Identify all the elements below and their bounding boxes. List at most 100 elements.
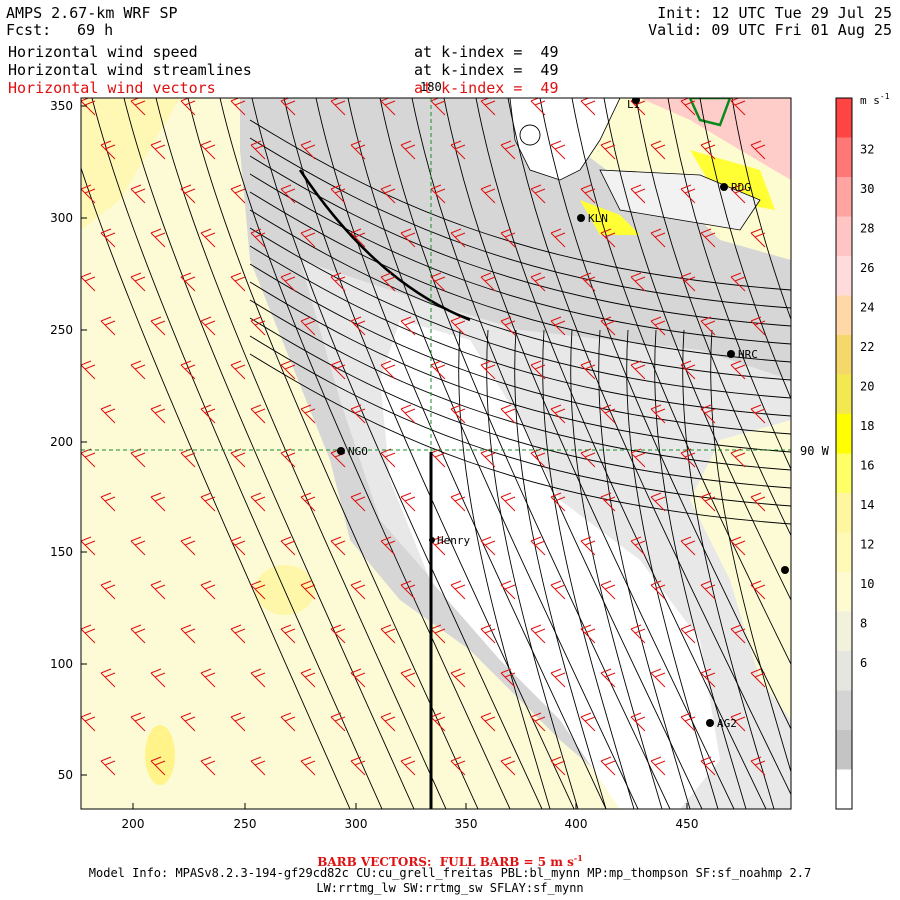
- colorbar-swatch: [836, 295, 852, 336]
- streamline: [731, 98, 791, 321]
- streamline: [249, 155, 791, 327]
- wind-barb: [500, 404, 516, 424]
- wind-barb: [400, 228, 416, 248]
- streamline: [315, 98, 607, 809]
- wind-barb: [730, 360, 746, 380]
- wind-barb: [150, 316, 166, 336]
- wind-barb: [280, 448, 296, 468]
- wind-barb: [730, 624, 746, 644]
- wind-barb: [400, 404, 416, 424]
- wind-barb: [300, 316, 316, 336]
- wind-barb: [750, 668, 766, 688]
- wind-barb: [180, 624, 196, 644]
- wind-barb: [81, 360, 96, 380]
- wind-barb: [680, 272, 696, 292]
- wind-barb: [330, 360, 346, 380]
- streamline-bold: [298, 169, 471, 322]
- wind-barb: [130, 98, 146, 116]
- streamline: [379, 98, 671, 809]
- colorbar-swatch: [836, 493, 852, 533]
- colorbar-swatch: [836, 216, 852, 257]
- wind-barb: [180, 360, 196, 380]
- wind-barb: [350, 580, 366, 600]
- wind-barb: [480, 98, 496, 116]
- wind-barb: [580, 98, 596, 116]
- wind-barb: [230, 448, 246, 468]
- streamline: [667, 98, 791, 471]
- wind-barb: [180, 272, 196, 292]
- wind-barb: [300, 228, 316, 248]
- wind-barb: [650, 668, 666, 688]
- wind-barb: [180, 98, 196, 116]
- wind-barb: [330, 712, 346, 732]
- wind-barb: [480, 184, 496, 204]
- wind-barb: [700, 580, 716, 600]
- streamline: [251, 98, 543, 809]
- wind-barb: [500, 580, 516, 600]
- wind-barb: [500, 140, 516, 160]
- y-axis: 350 300 250 200 150 100 50: [50, 99, 87, 782]
- colorbar-swatch: [836, 256, 852, 296]
- wind-barb: [280, 536, 296, 556]
- wind-barb: [530, 184, 546, 204]
- streamline: [571, 98, 791, 666]
- wind-barb: [530, 98, 546, 116]
- streamline: [486, 329, 579, 809]
- wind-barb: [500, 756, 516, 776]
- colorbar-swatch: [836, 414, 852, 454]
- barb-note: BARB VECTORS: FULL BARB = 5 m s-1: [317, 853, 583, 869]
- wind-barb: [180, 536, 196, 556]
- wind-barb: [430, 98, 446, 116]
- wind-barb: [430, 624, 446, 644]
- wind-barb: [81, 624, 96, 644]
- wind-barb: [280, 184, 296, 204]
- wind-barb: [250, 140, 266, 160]
- wind-barb: [250, 228, 266, 248]
- meridian-label: 180: [420, 80, 442, 94]
- wind-barb: [300, 756, 316, 776]
- station-label-hrc: HRC: [738, 348, 758, 361]
- wind-barb: [580, 712, 596, 732]
- wind-barb: [450, 492, 466, 512]
- wind-barb: [380, 712, 396, 732]
- wind-barb: [380, 184, 396, 204]
- wind-barb: [200, 228, 216, 248]
- wind-barb: [700, 668, 716, 688]
- wind-barb: [750, 228, 766, 248]
- station-dot-east: [781, 566, 789, 574]
- wind-barb: [680, 448, 696, 468]
- colorbar-swatch: [836, 137, 852, 178]
- wind-barb: [650, 404, 666, 424]
- wind-barb: [350, 756, 366, 776]
- colorbar-label: 28: [860, 221, 874, 235]
- station-dot-ngo: [337, 447, 345, 455]
- wind-barb: [680, 184, 696, 204]
- colorbar-swatch: [836, 453, 852, 494]
- wind-barb: [730, 184, 746, 204]
- model-title: AMPS 2.67-km WRF SP: [6, 4, 178, 22]
- wind-barb: [450, 140, 466, 160]
- wind-barb: [480, 272, 496, 292]
- wind-barb: [280, 98, 296, 116]
- streamline: [91, 98, 383, 809]
- colorbar-label: 18: [860, 419, 874, 433]
- wind-barb: [500, 668, 516, 688]
- high-speed-region: [640, 98, 791, 180]
- streamline: [603, 98, 791, 602]
- colorbar-frame: [835, 97, 853, 810]
- wind-barb: [350, 228, 366, 248]
- wind-barb: [400, 316, 416, 336]
- wind-barb: [450, 404, 466, 424]
- wind-barb: [630, 448, 646, 468]
- wind-barb: [630, 536, 646, 556]
- colorbar-swatch: [836, 611, 852, 652]
- y-tick-label: 350: [50, 99, 73, 113]
- colorbar-swatch: [836, 730, 852, 770]
- y-tick-label: 50: [58, 768, 73, 782]
- wind-barb: [330, 272, 346, 292]
- wind-barb: [200, 316, 216, 336]
- wind-barb: [550, 140, 566, 160]
- wind-barb: [680, 712, 696, 732]
- colorbar-unit: m s-1: [860, 92, 890, 107]
- wind-barb: [700, 140, 716, 160]
